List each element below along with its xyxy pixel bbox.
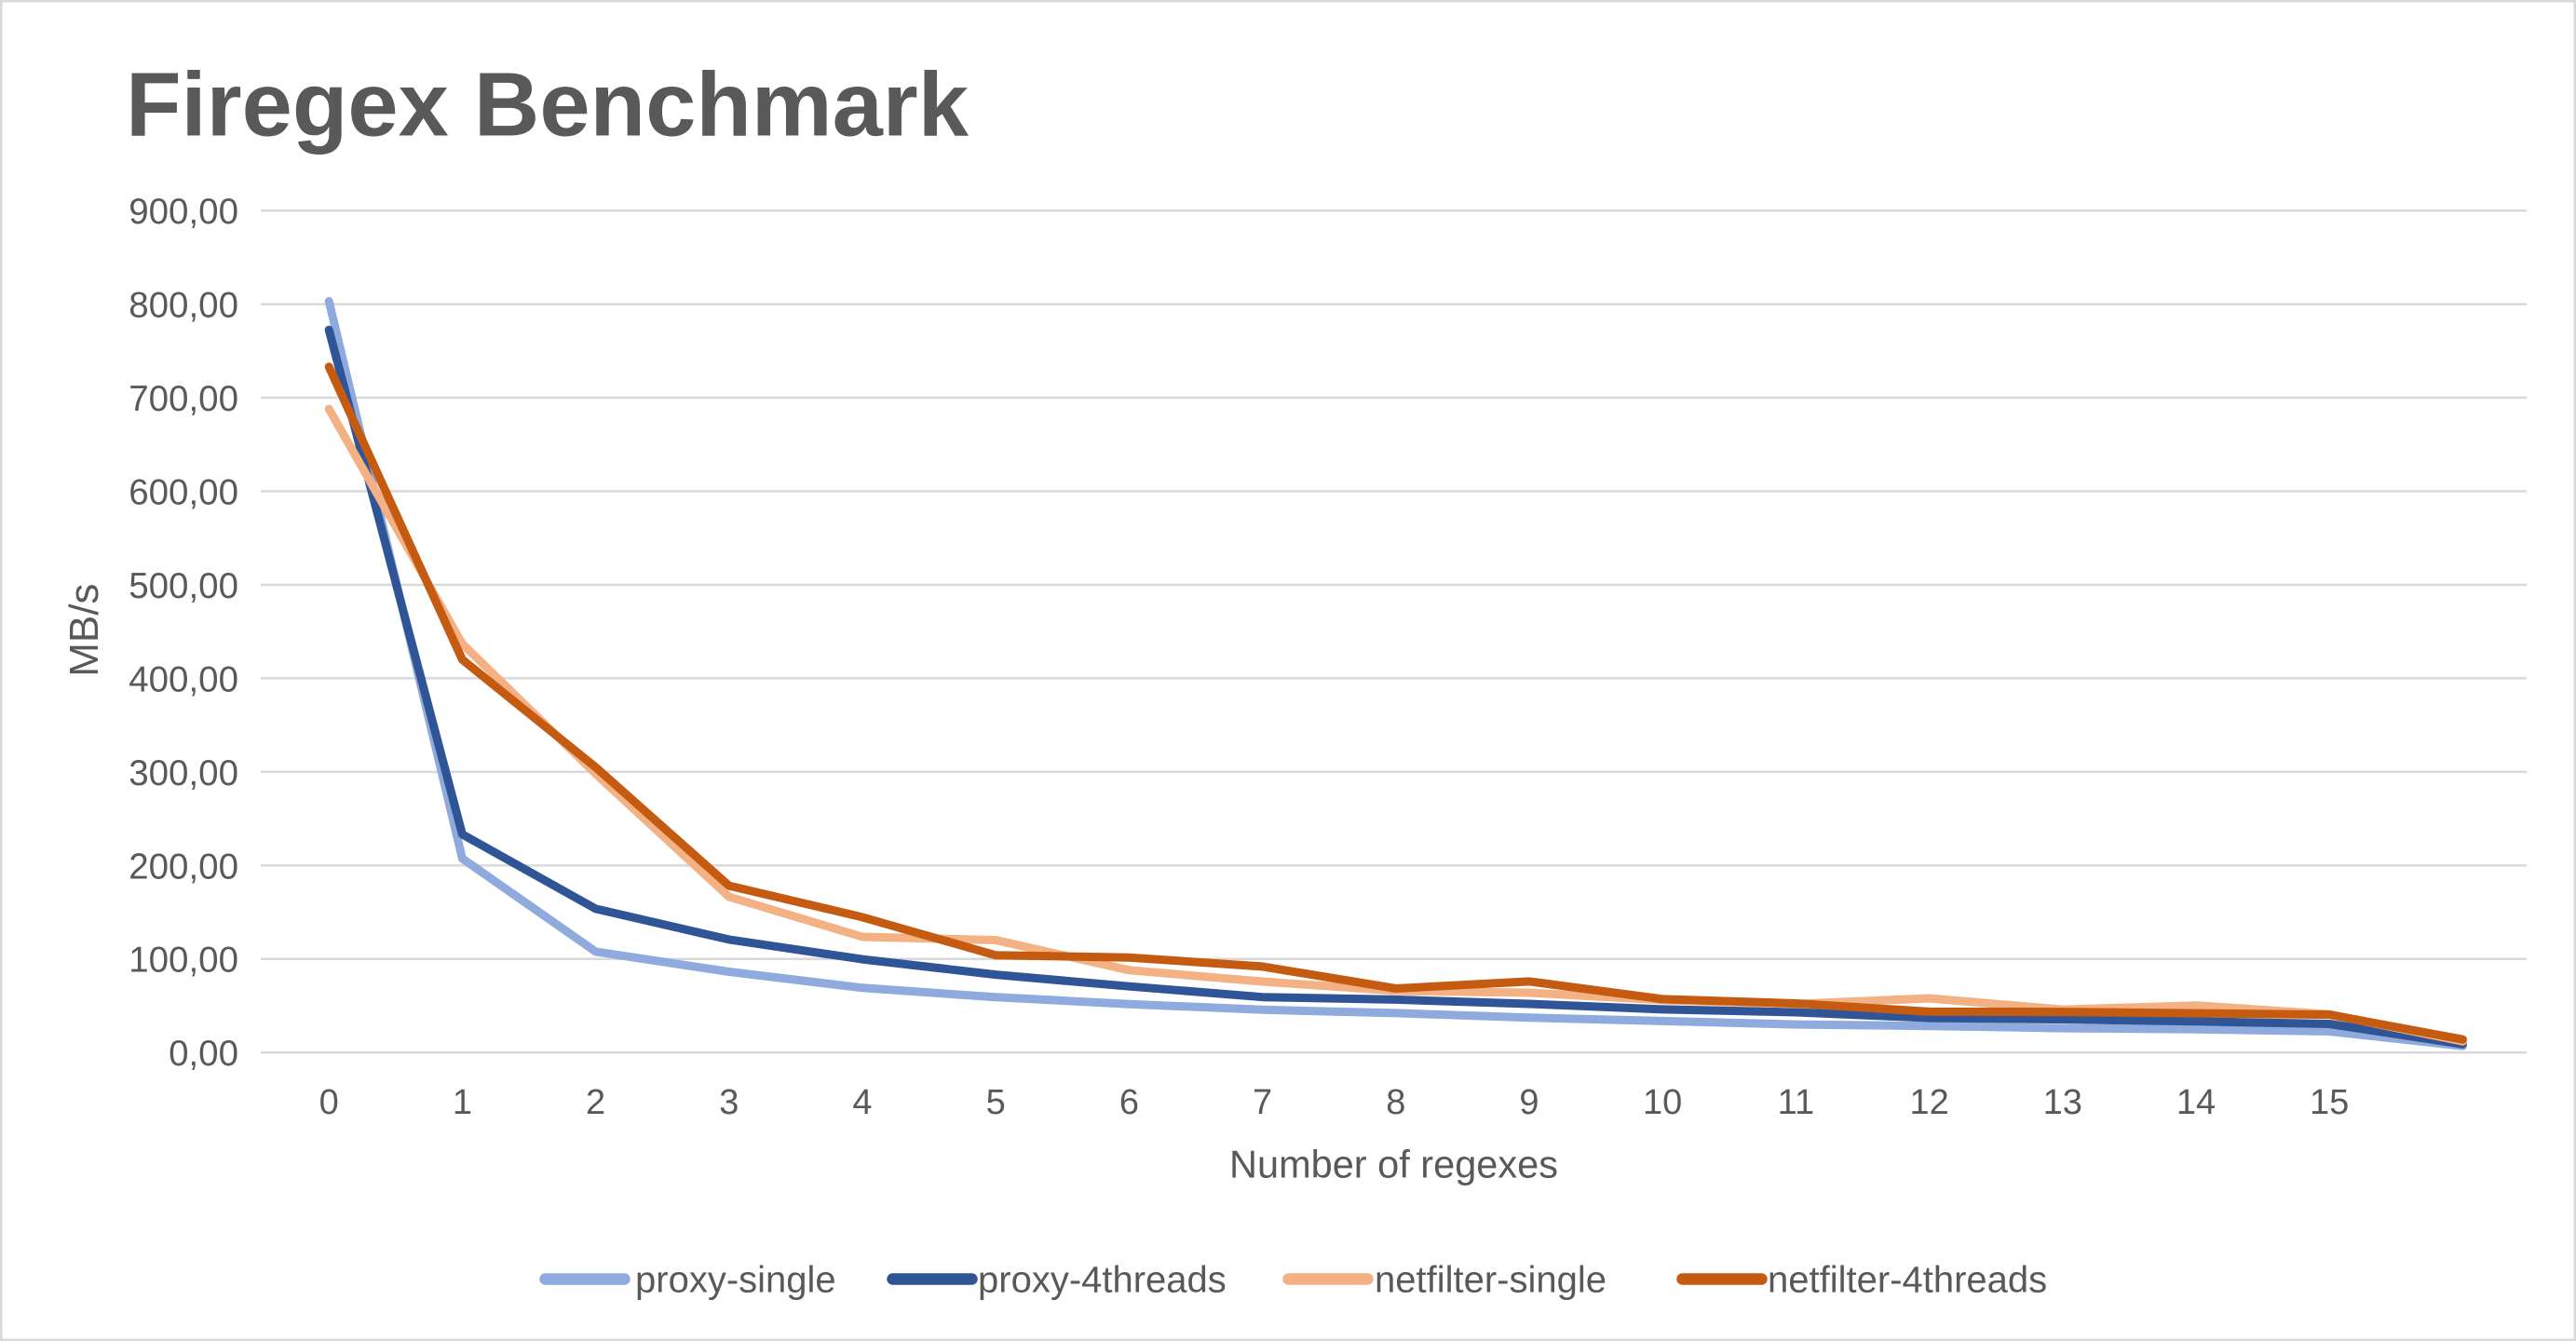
- svg-text:9: 9: [1519, 1083, 1539, 1122]
- svg-text:netfilter-4threads: netfilter-4threads: [1768, 1260, 2047, 1301]
- svg-text:100,00: 100,00: [129, 941, 238, 981]
- svg-text:200,00: 200,00: [129, 847, 238, 887]
- svg-text:netfilter-single: netfilter-single: [1375, 1260, 1607, 1301]
- svg-text:14: 14: [2176, 1083, 2216, 1122]
- svg-text:10: 10: [1643, 1083, 1682, 1122]
- svg-text:900,00: 900,00: [129, 192, 238, 232]
- svg-text:2: 2: [586, 1083, 605, 1122]
- svg-text:800,00: 800,00: [129, 286, 238, 326]
- svg-text:1: 1: [453, 1083, 472, 1122]
- svg-text:11: 11: [1778, 1083, 1814, 1122]
- svg-text:Number of regexes: Number of regexes: [1229, 1142, 1558, 1185]
- svg-text:proxy-4threads: proxy-4threads: [978, 1260, 1227, 1301]
- svg-text:8: 8: [1386, 1083, 1405, 1122]
- svg-text:12: 12: [1909, 1083, 1948, 1122]
- svg-text:0,00: 0,00: [169, 1034, 238, 1074]
- svg-text:600,00: 600,00: [129, 472, 238, 512]
- svg-text:15: 15: [2310, 1083, 2349, 1122]
- svg-text:Firegex Benchmark: Firegex Benchmark: [126, 54, 969, 156]
- svg-text:0: 0: [319, 1083, 339, 1122]
- svg-text:4: 4: [852, 1083, 872, 1122]
- svg-text:5: 5: [986, 1083, 1006, 1122]
- svg-text:3: 3: [719, 1083, 739, 1122]
- svg-text:300,00: 300,00: [129, 753, 238, 793]
- svg-text:7: 7: [1253, 1083, 1272, 1122]
- svg-text:MB/s: MB/s: [61, 584, 107, 677]
- svg-text:700,00: 700,00: [129, 379, 238, 419]
- svg-text:6: 6: [1119, 1083, 1139, 1122]
- svg-text:proxy-single: proxy-single: [635, 1260, 836, 1301]
- svg-text:400,00: 400,00: [129, 659, 238, 699]
- svg-text:500,00: 500,00: [129, 566, 238, 606]
- svg-text:13: 13: [2043, 1083, 2082, 1122]
